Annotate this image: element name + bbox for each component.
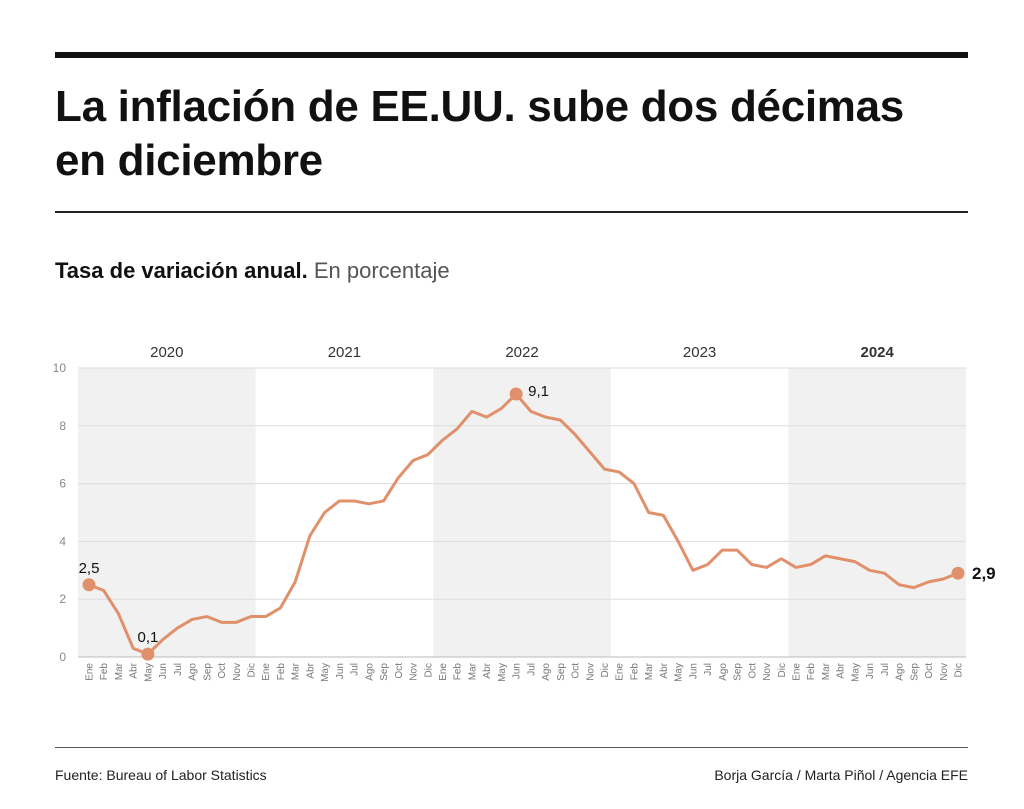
y-tick-label: 2 [59,592,66,606]
x-tick-label: Jul [350,663,361,676]
x-tick-label: Dic [247,663,258,677]
x-tick-label: Jun [688,663,699,679]
x-tick-label: Dic [600,663,611,677]
y-tick-label: 0 [59,650,66,664]
x-tick-label: Sep [556,663,567,681]
x-tick-label: Nov [585,663,596,681]
x-tick-label: Jul [526,663,537,676]
x-tick-label: Jun [335,663,346,679]
x-tick-label: Ago [895,663,906,681]
x-tick-label: Mar [644,662,655,680]
x-tick-label: Jun [512,663,523,679]
page-title: La inflación de EE.UU. sube dos décimas … [55,82,904,185]
year-label: 2022 [505,344,538,361]
x-tick-label: Jun [158,663,169,679]
x-tick-label: Nov [409,663,420,681]
y-tick-label: 8 [59,419,66,433]
x-tick-label: Oct [394,663,405,679]
x-tick-label: Mar [467,662,478,680]
year-band [788,368,966,657]
data-label: 0,1 [137,629,158,646]
chart-subtitle: Tasa de variación anual. En porcentaje [55,258,450,284]
x-tick-label: Jul [880,663,891,676]
x-tick-label: Dic [423,663,434,677]
x-tick-label: Sep [202,663,213,681]
x-tick-label: Ago [188,663,199,681]
data-label: 2,9 [972,564,996,583]
data-point [82,578,96,592]
x-tick-label: Sep [379,663,390,681]
x-tick-label: Dic [954,663,965,677]
x-tick-label: Feb [276,663,287,681]
y-tick-label: 10 [53,361,67,375]
year-label: 2020 [150,344,183,361]
x-tick-label: Oct [747,663,758,679]
x-tick-label: Ago [541,663,552,681]
y-tick-label: 6 [59,477,66,491]
chart-unit: En porcentaje [313,258,450,283]
year-label: 2024 [861,344,895,361]
data-label: 2,5 [79,560,100,577]
x-tick-label: Abr [305,662,316,678]
series-line [87,392,960,656]
data-point [951,566,965,580]
title-divider [55,211,968,213]
x-tick-label: Ago [718,663,729,681]
x-tick-label: Oct [571,663,582,679]
x-tick-label: Abr [659,662,670,678]
x-tick-label: Sep [733,663,744,681]
x-tick-label: Feb [453,663,464,681]
x-tick-label: Nov [939,663,950,681]
x-tick-label: Jul [703,663,714,676]
source-note: Fuente: Bureau of Labor Statistics [55,767,267,783]
credit-note: Borja García / Marta Piñol / Agencia EFE [714,767,968,783]
x-tick-label: Abr [836,662,847,678]
year-band [78,368,256,657]
x-tick-label: Feb [806,663,817,681]
x-tick-label: Ene [791,663,802,681]
year-label: 2021 [328,344,361,361]
x-tick-label: Ene [261,663,272,681]
x-tick-label: Mar [821,662,832,680]
x-tick-label: Ene [85,663,96,681]
x-tick-label: May [320,663,331,682]
data-point [509,387,523,401]
x-tick-label: Nov [232,663,243,681]
year-band [433,368,611,657]
x-tick-label: Oct [924,663,935,679]
data-label: 9,1 [528,383,549,400]
x-tick-label: May [674,663,685,682]
data-point [141,647,155,661]
x-tick-label: Mar [291,662,302,680]
x-tick-label: Mar [114,662,125,680]
x-tick-label: Dic [777,663,788,677]
x-tick-label: Ene [615,663,626,681]
year-label: 2023 [683,344,716,361]
x-tick-label: May [497,663,508,682]
x-tick-label: Feb [629,663,640,681]
x-tick-label: Sep [909,663,920,681]
x-tick-label: Abr [482,662,493,678]
chart-title: Tasa de variación anual. [55,258,308,283]
x-tick-label: May [850,663,861,682]
x-tick-label: Feb [99,663,110,681]
x-tick-label: Jul [173,663,184,676]
x-tick-label: Nov [762,663,773,681]
footer-divider [55,747,968,748]
x-tick-label: Abr [129,662,140,678]
y-tick-label: 4 [59,534,66,548]
x-tick-label: Jun [865,663,876,679]
x-tick-label: Oct [217,663,228,679]
x-tick-label: Ene [438,663,449,681]
x-tick-label: May [143,663,154,682]
x-tick-label: Ago [364,663,375,681]
top-rule [55,52,968,58]
